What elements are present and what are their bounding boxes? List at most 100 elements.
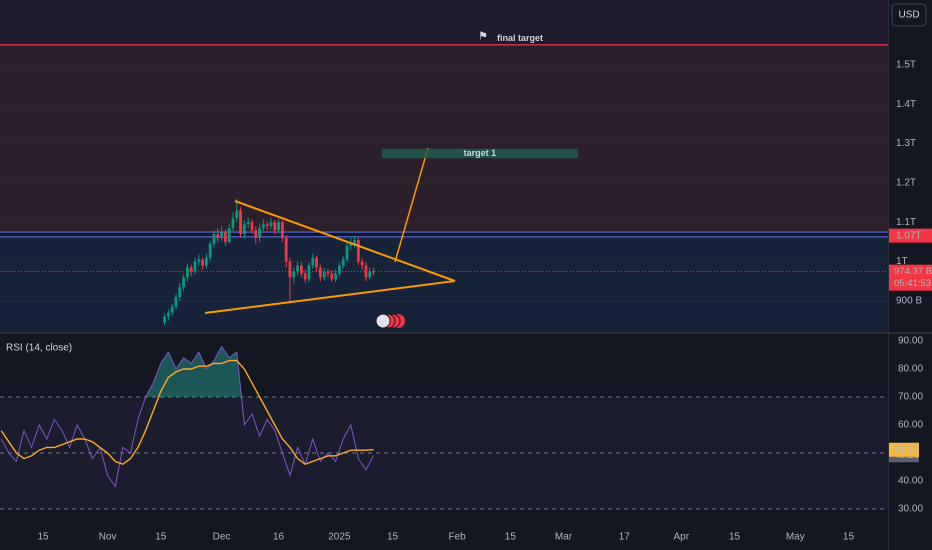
x-tick-label: May	[786, 532, 805, 543]
candle-body	[182, 277, 185, 288]
x-tick-label: 17	[619, 532, 631, 543]
y-tick-label: 1T	[896, 256, 908, 267]
triangle-lower	[204, 280, 456, 314]
candle-body	[356, 239, 360, 262]
candle-body	[227, 228, 231, 242]
x-tick-label: Dec	[213, 532, 231, 543]
rsi-tick-label: 60.00	[898, 420, 923, 431]
last-price-box	[889, 264, 932, 291]
currency-box[interactable]	[891, 3, 927, 27]
candle-body	[307, 265, 311, 280]
rsi-tick-label: 70.00	[898, 392, 923, 403]
candle-body	[189, 267, 193, 272]
candle-body	[174, 296, 178, 307]
candle-body	[178, 287, 182, 297]
target-label: target 1	[464, 148, 497, 158]
x-tick-label: 15	[505, 532, 517, 543]
candle-body	[216, 234, 220, 238]
level-price-label: 1.07T	[896, 230, 922, 241]
x-tick-label: 15	[387, 532, 399, 543]
x-tick-label: Mar	[555, 532, 573, 543]
candle-body	[353, 239, 356, 244]
candle-body	[315, 257, 318, 268]
target-zone	[381, 148, 578, 159]
candle-body	[292, 271, 296, 278]
candle-body	[360, 261, 364, 266]
candle-body	[239, 210, 242, 235]
candle-body	[341, 259, 345, 266]
projection-line	[394, 147, 429, 263]
y-tick-label: 1.1T	[896, 217, 916, 228]
candle-body	[250, 222, 254, 231]
y-tick-label: 1.2T	[896, 178, 916, 189]
candle-body	[170, 306, 174, 313]
candle-body	[322, 271, 326, 278]
x-tick-label: 15	[843, 532, 855, 543]
axis-separator	[888, 0, 889, 550]
x-tick-label: 16	[273, 532, 285, 543]
candle-body	[303, 273, 307, 280]
candle-body	[258, 228, 261, 238]
candle-body	[254, 230, 258, 238]
candle-body	[212, 234, 216, 244]
candle-body	[220, 232, 223, 238]
x-tick-label: Nov	[99, 532, 117, 543]
candle-body	[163, 316, 166, 323]
candle-body	[261, 224, 265, 229]
countdown: 05:41:53	[894, 278, 931, 289]
y-tick-label: 900 B	[896, 296, 922, 307]
y-tick-label: 1.4T	[896, 99, 916, 110]
candle-body	[193, 261, 197, 272]
region-below	[0, 236, 888, 332]
drawings: target 1	[204, 147, 578, 329]
candle-body	[330, 273, 334, 280]
candle-body	[318, 267, 322, 278]
overbought-fill	[145, 346, 242, 398]
region-above-target	[0, 0, 888, 45]
rsi-tick-label: 40.00	[898, 476, 923, 487]
rsi-tick-label: 30.00	[898, 504, 923, 515]
rsi-line	[0, 345, 375, 488]
axes: 1.5T 1.4T 1.3T 1.2T 1.1T 1T 900 B 974.37 B05:41…	[37, 60, 932, 543]
x-tick-label: Feb	[449, 532, 467, 543]
candle-body	[242, 224, 246, 235]
x-tick-label: 15	[729, 532, 741, 543]
level-price-box	[889, 228, 932, 243]
candle-body	[299, 265, 303, 274]
candle-body	[269, 222, 273, 227]
candle-body	[231, 218, 235, 229]
candle-body	[337, 265, 341, 274]
candle-body	[223, 232, 227, 242]
level-flag: ⚑	[478, 31, 488, 43]
y-tick-label: 1.3T	[896, 138, 916, 149]
candle-body	[349, 243, 353, 246]
candle-body	[273, 222, 277, 231]
candle-body	[208, 243, 212, 258]
candle-body	[345, 245, 349, 260]
candle-body	[326, 271, 330, 274]
candle-body	[166, 312, 170, 317]
candle-body	[364, 265, 368, 278]
level-label: final target	[497, 33, 543, 43]
candle-body	[372, 271, 375, 273]
rsi-pane	[0, 345, 888, 510]
rsi-line	[0, 359, 374, 465]
candle-body	[201, 259, 204, 266]
rsi-title: RSI (14, close)	[6, 343, 72, 354]
candle-body	[185, 267, 189, 278]
candle-body	[368, 271, 372, 278]
candle-body	[280, 222, 284, 238]
y-tick-label: 1.5T	[896, 60, 916, 71]
candle-body	[204, 257, 208, 266]
x-tick-label: 15	[37, 532, 49, 543]
rsi-tick-label: 90.00	[898, 336, 923, 347]
rsi-last-label: 51.17	[894, 444, 919, 455]
region-target	[0, 44, 888, 233]
last-price-label: 974.37 B	[894, 266, 932, 277]
x-tick-label: 2025	[328, 532, 351, 543]
rsi-last-box	[889, 442, 919, 457]
candle-body	[235, 210, 239, 219]
candle-body	[265, 224, 269, 227]
